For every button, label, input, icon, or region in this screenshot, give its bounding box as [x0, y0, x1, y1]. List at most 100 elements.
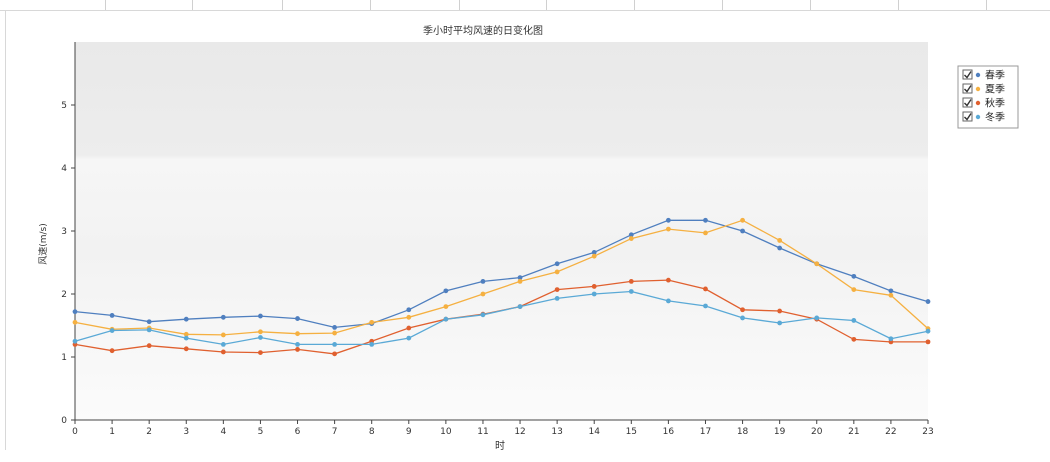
data-point: [480, 291, 486, 297]
data-point: [72, 319, 78, 325]
data-point: [591, 253, 597, 259]
data-point: [443, 304, 449, 309]
table-cell-divider: [546, 0, 547, 10]
legend-checkbox[interactable]: [962, 111, 973, 122]
y-tick-label: 5: [61, 101, 67, 111]
data-point: [777, 245, 783, 251]
axes: 0 1 2 3 4 5 6 7 8 9 10 11 12 13 14 15 16 17 18 19 20 21 22 2301…: [61, 42, 934, 437]
x-tick-label: 7: [332, 427, 338, 437]
x-tick-label: 16: [663, 427, 675, 437]
x-tick-label: 20: [811, 427, 823, 437]
data-point: [295, 342, 300, 347]
legend-label: 春季: [985, 70, 1005, 82]
y-tick-label: 0: [61, 416, 67, 426]
top-table-border: [0, 0, 1050, 11]
table-cell-divider: [459, 0, 460, 10]
x-axis-label: 时: [495, 440, 505, 452]
legend-item[interactable]: 秋季: [962, 97, 1005, 110]
data-point: [109, 313, 115, 318]
series-line: [74, 219, 929, 329]
data-point: [740, 307, 745, 313]
data-point: [814, 261, 820, 267]
data-point: [665, 277, 671, 283]
legend-label: 秋季: [985, 97, 1005, 110]
data-point: [183, 331, 189, 337]
table-cell-divider: [282, 0, 283, 10]
table-cell-divider: [722, 0, 723, 10]
data-point: [888, 292, 894, 298]
table-cell-divider: [634, 0, 635, 10]
legend-marker: [975, 114, 981, 120]
data-point: [443, 316, 449, 322]
legend-item[interactable]: 冬季: [962, 111, 1005, 124]
legend-checkbox[interactable]: [962, 69, 973, 80]
x-tick-label: 12: [514, 427, 525, 437]
legend-marker: [975, 72, 981, 78]
legend-checkbox[interactable]: [962, 83, 973, 94]
data-point: [258, 335, 263, 340]
data-point: [851, 318, 857, 323]
check-icon: [964, 113, 972, 121]
x-tick-label: 15: [626, 427, 637, 437]
data-point: [851, 287, 857, 292]
data-point: [703, 286, 708, 292]
x-tick-label: 19: [774, 427, 786, 437]
legend-marker: [975, 86, 981, 92]
x-tick-label: 23: [922, 427, 933, 437]
legend-item[interactable]: 春季: [962, 69, 1005, 82]
data-point: [109, 328, 115, 333]
data-point: [925, 339, 931, 345]
data-point: [220, 314, 226, 320]
data-point: [628, 279, 634, 284]
data-point: [703, 217, 708, 223]
data-point: [332, 330, 338, 336]
data-point: [109, 348, 115, 354]
x-tick-label: 17: [700, 427, 711, 437]
data-point: [220, 349, 226, 355]
x-tick-label: 18: [737, 427, 749, 437]
data-point: [851, 273, 857, 279]
x-tick-label: 1: [109, 427, 115, 437]
data-point: [517, 304, 523, 309]
data-point: [146, 327, 152, 333]
data-point: [295, 316, 300, 321]
series-layer: [72, 217, 931, 357]
data-point: [554, 261, 560, 267]
data-point: [591, 291, 597, 297]
data-point: [480, 312, 486, 318]
data-point: [183, 335, 189, 341]
left-border: [5, 10, 6, 450]
data-point: [814, 315, 820, 321]
data-point: [72, 309, 78, 315]
data-point: [258, 350, 263, 355]
data-point: [480, 279, 486, 284]
data-point: [369, 319, 375, 325]
legend-item[interactable]: 夏季: [962, 83, 1005, 96]
table-cell-divider: [105, 0, 106, 10]
series-line: [74, 290, 929, 346]
data-point: [925, 299, 931, 304]
data-point: [406, 335, 412, 341]
x-tick-label: 2: [146, 427, 152, 437]
legend-checkbox[interactable]: [962, 97, 973, 108]
data-point: [406, 314, 412, 320]
data-point: [332, 324, 338, 330]
chart-title: 季小时平均风速的日变化图: [423, 24, 543, 37]
data-point: [517, 275, 523, 281]
data-point: [406, 325, 412, 331]
data-point: [591, 284, 597, 289]
x-tick-label: 0: [72, 427, 78, 437]
data-point: [369, 342, 375, 347]
x-tick-label: 3: [183, 427, 189, 437]
x-tick-label: 4: [220, 427, 226, 437]
data-point: [554, 287, 560, 292]
data-point: [517, 279, 523, 284]
data-point: [258, 313, 263, 319]
data-point: [925, 328, 931, 334]
table-cell-divider: [810, 0, 811, 10]
data-point: [665, 226, 671, 232]
series-line: [74, 219, 929, 336]
y-tick-label: 1: [61, 353, 67, 363]
